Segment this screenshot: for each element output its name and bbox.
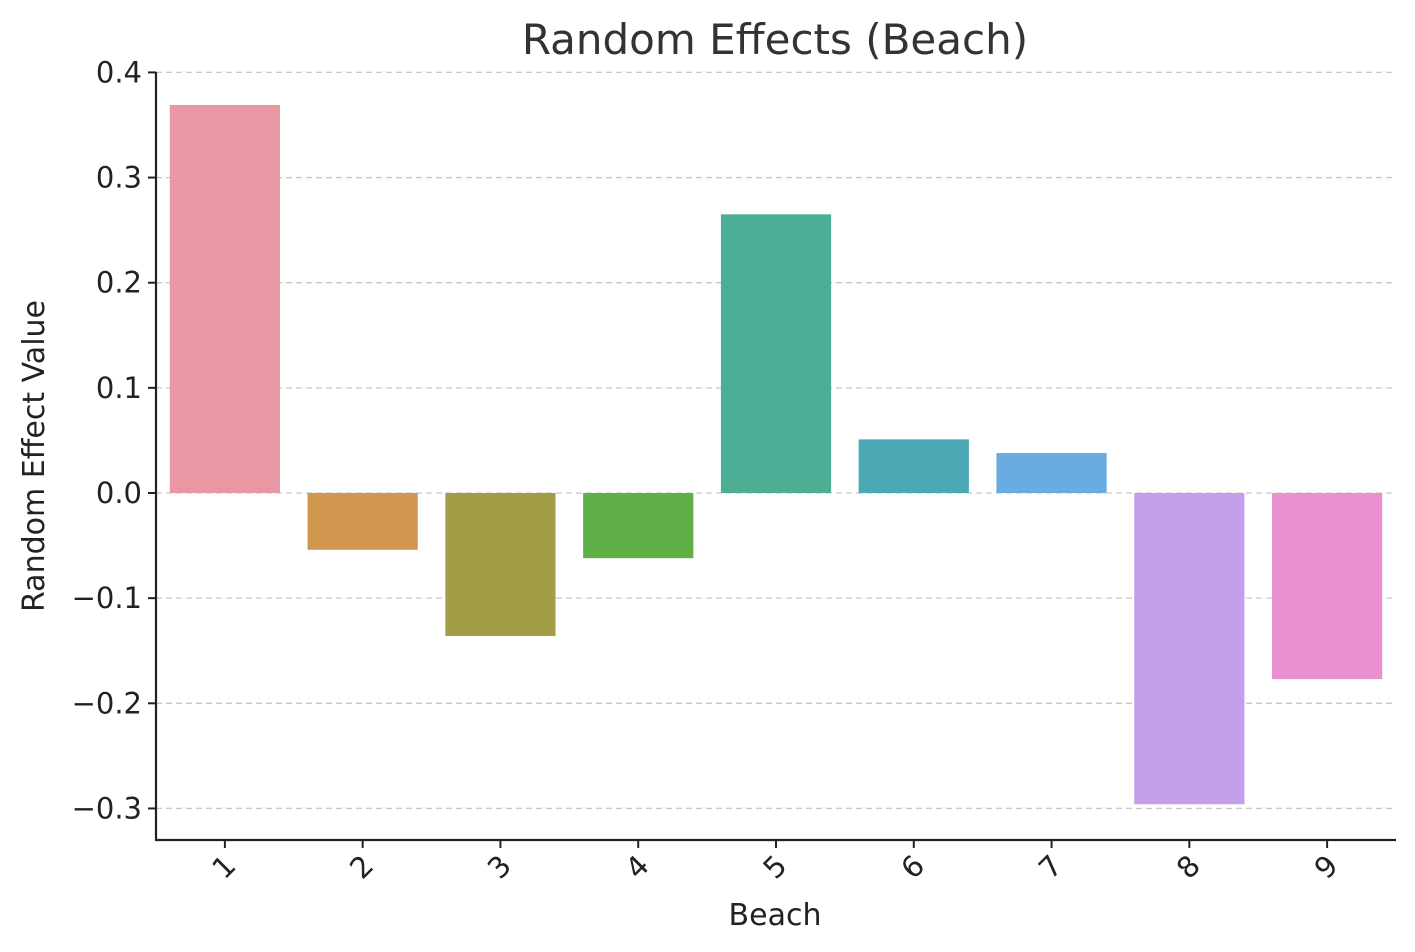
x-axis-label: Beach xyxy=(729,898,822,933)
chart-title: Random Effects (Beach) xyxy=(522,15,1028,64)
x-tick-label: 7 xyxy=(1032,848,1069,885)
y-tick-label: −0.2 xyxy=(72,686,142,720)
x-tick-label: 6 xyxy=(894,848,931,885)
bar-5 xyxy=(720,214,832,494)
y-tick-label: 0.2 xyxy=(96,266,142,300)
x-tick-label: 1 xyxy=(205,848,242,885)
y-axis-label: Random Effect Value xyxy=(17,300,52,612)
bar-9 xyxy=(1272,493,1383,680)
y-tick-label: −0.3 xyxy=(72,791,142,825)
x-tick-label: 9 xyxy=(1307,848,1344,885)
bar-4 xyxy=(583,493,694,559)
x-tick-label: 5 xyxy=(756,848,793,885)
x-tick-label: 3 xyxy=(481,848,518,885)
bar-7 xyxy=(996,453,1107,493)
bar-1 xyxy=(169,104,280,494)
bar-8 xyxy=(1134,493,1245,805)
x-tick-label: 4 xyxy=(619,848,656,885)
bars xyxy=(169,104,1383,805)
y-tick-label: −0.1 xyxy=(72,581,142,615)
x-tick-label: 8 xyxy=(1170,848,1207,885)
y-tick-label: 0.3 xyxy=(96,161,142,195)
y-tick-label: 0.1 xyxy=(96,371,142,405)
y-ticks: 0.4 0.3 0.2 0.1 0.0 −0.1 −0.2 −0.3 xyxy=(72,55,156,825)
bar-6 xyxy=(858,439,969,493)
bar-3 xyxy=(445,493,556,637)
y-tick-label: 0.0 xyxy=(96,476,142,510)
bar-2 xyxy=(307,493,418,550)
x-ticks: 1 2 3 4 5 6 7 8 9 xyxy=(205,840,1345,885)
y-tick-label: 0.4 xyxy=(96,55,142,89)
x-tick-label: 2 xyxy=(343,848,380,885)
